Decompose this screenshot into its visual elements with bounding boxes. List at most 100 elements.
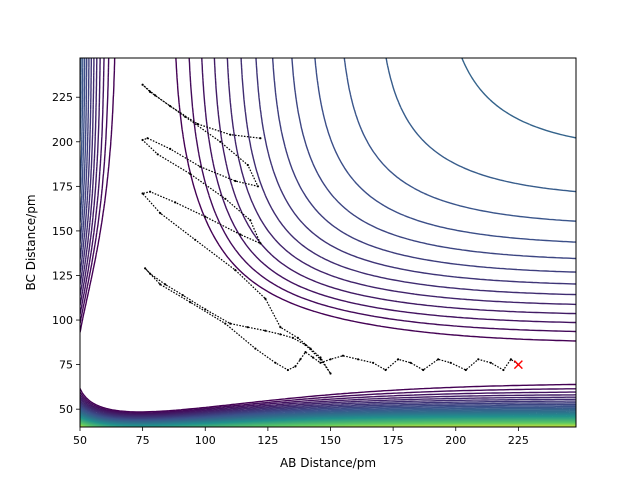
- y-tick-label: 100: [52, 314, 73, 327]
- contour-level: [80, 58, 576, 415]
- trajectory-point: [146, 137, 149, 140]
- trajectory-point: [274, 361, 277, 364]
- trajectory-point: [294, 365, 297, 368]
- contour-level: [80, 58, 576, 422]
- trajectory-point: [169, 105, 172, 108]
- trajectory-point: [141, 83, 144, 86]
- trajectory-point: [372, 361, 375, 364]
- trajectory-point: [156, 153, 159, 156]
- contour-level: [80, 58, 576, 417]
- contour-level: [80, 58, 576, 413]
- trajectory-point: [319, 361, 322, 364]
- trajectory-point: [234, 269, 237, 272]
- trajectory-point: [329, 358, 332, 361]
- trajectory-point: [234, 179, 237, 183]
- trajectory-point: [194, 238, 197, 241]
- trajectory-point: [256, 185, 259, 188]
- trajectory-point: [169, 147, 172, 150]
- trajectory-point: [149, 90, 152, 93]
- trajectory-point: [259, 242, 262, 245]
- trajectory-point: [149, 190, 152, 193]
- trajectory-point: [464, 368, 467, 372]
- y-tick-label: 75: [59, 359, 73, 372]
- x-tick-label: 100: [195, 434, 216, 447]
- trajectory-point: [204, 215, 207, 218]
- trajectory-point: [141, 192, 144, 195]
- trajectory-point: [264, 297, 267, 300]
- trajectory-point: [224, 322, 227, 325]
- x-tick-label: 75: [136, 434, 150, 447]
- trajectory-point: [154, 94, 157, 97]
- trajectory-point: [259, 137, 262, 140]
- x-tick-label: 175: [383, 434, 404, 447]
- trajectory-point: [279, 333, 282, 336]
- trajectory-point: [304, 351, 307, 354]
- axes-frame: [79, 57, 577, 428]
- trajectory-point: [409, 361, 412, 364]
- x-axis-label: AB Distance/pm: [280, 456, 376, 470]
- trajectory-point: [489, 361, 492, 364]
- trajectory-point: [246, 163, 249, 167]
- trajectory-point: [319, 358, 322, 361]
- contour-level: [80, 58, 576, 416]
- trajectory-point: [311, 356, 315, 359]
- trajectory-point: [319, 356, 322, 359]
- final-position-x-stroke: [513, 360, 523, 370]
- trajectory-point: [422, 368, 425, 372]
- trajectory-point: [357, 358, 360, 361]
- trajectory-point: [329, 372, 332, 375]
- trajectory-point: [477, 358, 480, 361]
- y-tick-label: 225: [52, 91, 73, 104]
- trajectory-line: [141, 84, 519, 374]
- trajectory-point: [299, 358, 302, 361]
- trajectory-point: [309, 347, 312, 350]
- y-axis-label: BC Distance/pm: [24, 194, 38, 290]
- trajectory-layer: [141, 83, 523, 375]
- trajectory-point: [449, 361, 452, 364]
- trajectory-point: [184, 115, 187, 118]
- final-position-marker: [513, 360, 523, 370]
- contour-level: [80, 58, 576, 414]
- contour-level: [80, 58, 576, 418]
- x-tick-label: 125: [257, 434, 278, 447]
- trajectory-point: [224, 197, 227, 200]
- trajectory-point: [239, 233, 242, 236]
- x-axis: 50 75 100 125 150 175 200 225: [73, 427, 529, 447]
- trajectory-point: [249, 219, 252, 222]
- trajectory-point: [196, 122, 199, 126]
- trajectory-point: [246, 326, 249, 329]
- trajectory-point: [341, 354, 345, 357]
- trajectory-point: [149, 272, 152, 275]
- trajectory-point: [164, 283, 167, 286]
- trajectory-point: [144, 267, 147, 270]
- trajectory-point: [286, 368, 289, 372]
- y-tick-label: 125: [52, 269, 73, 282]
- trajectory-point: [159, 283, 162, 286]
- trajectory-point: [264, 329, 267, 332]
- trajectory-point: [199, 165, 202, 168]
- y-axis: 50 75 100 125 150 175 200 225: [52, 91, 80, 416]
- contour-level: [80, 58, 576, 421]
- y-tick-label: 150: [52, 225, 73, 238]
- trajectory-point: [174, 201, 177, 204]
- trajectory-point: [159, 212, 162, 215]
- x-tick-label: 225: [508, 434, 529, 447]
- trajectory-point: [219, 140, 222, 143]
- trajectory-point: [291, 336, 294, 339]
- contour-level: [80, 58, 576, 420]
- trajectory-point: [254, 347, 257, 350]
- trajectory-point: [502, 368, 505, 372]
- contour-level: [80, 58, 576, 419]
- trajectory-point: [509, 358, 512, 361]
- trajectory-point: [229, 322, 232, 325]
- trajectory-point: [384, 368, 387, 372]
- y-tick-label: 175: [52, 180, 73, 193]
- trajectory-point: [279, 326, 282, 329]
- trajectory-point: [189, 301, 192, 304]
- trajectory-point: [304, 343, 307, 347]
- y-tick-label: 200: [52, 136, 73, 149]
- trajectory-point: [397, 358, 400, 361]
- trajectory-point: [181, 294, 184, 297]
- trajectory-point: [204, 308, 207, 311]
